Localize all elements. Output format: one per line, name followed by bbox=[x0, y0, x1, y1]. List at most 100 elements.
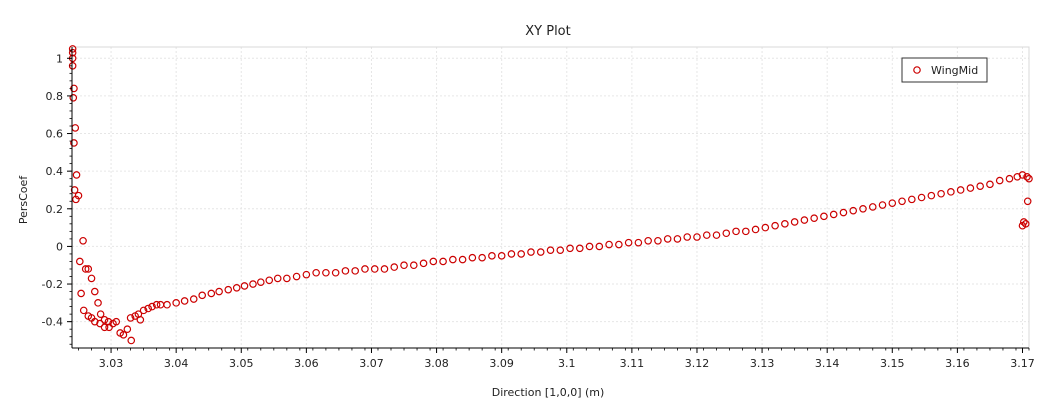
data-point bbox=[90, 287, 99, 296]
y-tick-label: 1 bbox=[56, 52, 63, 65]
y-tick-label: -0.4 bbox=[42, 316, 63, 329]
x-tick-label: 3.06 bbox=[294, 357, 319, 370]
data-point bbox=[136, 315, 145, 324]
data-point bbox=[888, 199, 897, 207]
x-tick-label: 3.09 bbox=[489, 357, 514, 370]
y-axis-ticks: 1 0.8 0.6 0.4 0.2 0 -0.2 -0.4 bbox=[42, 50, 72, 345]
data-point bbox=[956, 186, 965, 194]
data-point bbox=[127, 336, 136, 345]
data-point bbox=[937, 189, 945, 198]
data-point bbox=[859, 204, 867, 213]
y-tick-label: 0 bbox=[56, 240, 63, 253]
series-wingmid-points bbox=[68, 45, 1033, 345]
data-point bbox=[189, 295, 198, 303]
data-point bbox=[84, 265, 93, 273]
data-point bbox=[898, 197, 906, 206]
x-axis-ticks: 3.03 3.04 3.05 3.06 3.07 3.08 3.09 3.1 3.11 3.12 3… bbox=[78, 348, 1035, 370]
data-point bbox=[79, 236, 87, 245]
data-point bbox=[104, 317, 113, 326]
data-point bbox=[232, 283, 241, 292]
data-point bbox=[449, 255, 457, 264]
data-point bbox=[148, 302, 156, 311]
legend: WingMid bbox=[901, 57, 988, 83]
x-tick-label: 3.05 bbox=[229, 357, 254, 370]
data-point bbox=[96, 310, 105, 318]
data-point bbox=[112, 317, 121, 326]
data-point bbox=[439, 257, 447, 266]
data-point bbox=[976, 182, 984, 191]
data-point bbox=[361, 265, 369, 273]
data-point bbox=[458, 255, 467, 264]
data-point bbox=[790, 218, 799, 226]
data-point bbox=[673, 235, 682, 243]
x-tick-label: 3.14 bbox=[815, 357, 840, 370]
data-point bbox=[868, 203, 877, 211]
data-point bbox=[732, 227, 740, 236]
data-point bbox=[68, 62, 77, 70]
data-point bbox=[119, 331, 128, 339]
data-point bbox=[390, 263, 399, 271]
grid-layer bbox=[72, 47, 1029, 348]
data-point bbox=[207, 289, 216, 298]
data-point bbox=[429, 257, 438, 266]
data-point bbox=[72, 171, 81, 179]
data-point bbox=[224, 285, 233, 294]
data-point bbox=[1005, 174, 1014, 183]
data-point bbox=[810, 214, 818, 222]
data-point bbox=[546, 246, 555, 254]
data-point bbox=[615, 240, 623, 249]
data-point bbox=[152, 300, 161, 309]
y-axis-label: PersCoef bbox=[17, 175, 30, 224]
data-point bbox=[527, 248, 535, 256]
data-point bbox=[683, 233, 692, 241]
data-point bbox=[917, 193, 926, 202]
data-point bbox=[849, 206, 858, 215]
data-point bbox=[878, 201, 887, 209]
data-point bbox=[77, 289, 85, 298]
data-point bbox=[400, 261, 408, 270]
data-point bbox=[126, 314, 135, 322]
data-point bbox=[74, 191, 83, 200]
data-point bbox=[380, 265, 389, 273]
data-point bbox=[986, 180, 994, 189]
data-point bbox=[1019, 218, 1028, 226]
data-point bbox=[468, 253, 477, 262]
data-point bbox=[605, 240, 613, 249]
x-tick-label: 3.04 bbox=[164, 357, 189, 370]
x-tick-label: 3.1 bbox=[558, 357, 576, 370]
data-point bbox=[87, 274, 96, 283]
x-tick-label: 3.03 bbox=[99, 357, 124, 370]
x-tick-label: 3.17 bbox=[1010, 357, 1035, 370]
data-point bbox=[654, 236, 662, 245]
data-point bbox=[312, 268, 320, 277]
data-point bbox=[644, 236, 652, 245]
data-point bbox=[370, 265, 379, 273]
data-point bbox=[995, 176, 1004, 185]
data-point bbox=[100, 323, 109, 332]
data-point bbox=[249, 280, 257, 288]
data-point bbox=[341, 267, 350, 275]
data-point bbox=[70, 186, 79, 194]
data-point bbox=[556, 246, 565, 254]
data-point bbox=[781, 220, 789, 228]
data-point bbox=[488, 252, 496, 260]
data-point bbox=[180, 297, 189, 305]
data-point bbox=[144, 304, 152, 313]
data-point bbox=[507, 250, 516, 258]
data-point bbox=[947, 188, 955, 196]
x-axis-label: Direction [1,0,0] (m) bbox=[492, 386, 605, 399]
data-point bbox=[478, 253, 486, 262]
data-point bbox=[517, 250, 526, 258]
data-point bbox=[409, 261, 418, 270]
data-point bbox=[419, 259, 428, 268]
data-point bbox=[634, 238, 643, 247]
data-point bbox=[69, 93, 78, 102]
data-point bbox=[351, 267, 359, 275]
x-tick-label: 3.07 bbox=[359, 357, 384, 370]
data-point bbox=[497, 252, 506, 260]
x-tick-label: 3.16 bbox=[945, 357, 970, 370]
x-tick-label: 3.11 bbox=[620, 357, 645, 370]
data-point bbox=[712, 231, 721, 239]
y-tick-label: 0.2 bbox=[46, 203, 64, 216]
